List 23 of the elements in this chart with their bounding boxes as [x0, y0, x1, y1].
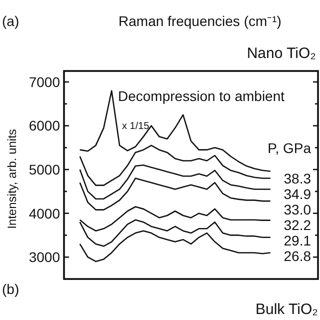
y-tick-label: 7000 [28, 74, 60, 90]
y-tick-label: 5000 [28, 162, 60, 178]
text: Raman frequencies (cm⁻¹) [118, 13, 282, 29]
line-series [79, 164, 272, 200]
text: Bulk TiO₂ [255, 301, 318, 318]
text: (a) [2, 13, 20, 29]
annotation: Decompression to ambient [118, 88, 285, 104]
line-series [79, 230, 272, 262]
chart-title: Nano TiO₂ [246, 45, 316, 62]
series-label: 26.8 [284, 248, 312, 264]
y-axis-title: Intensity, arb. units [5, 129, 19, 229]
legend-label: 32.2 [284, 216, 312, 233]
legend-label: 29.1 [284, 232, 312, 248]
y-tick-label: 6000 [28, 118, 60, 134]
legend-label: 38.3 [284, 170, 312, 186]
text: (b) [2, 281, 20, 297]
y-tick-label: 3000 [28, 249, 60, 266]
annotation: x 1/15 [122, 121, 150, 132]
y-tick-label: 4000 [28, 205, 60, 222]
legend-label: 33.0 [284, 201, 312, 218]
legend-title: P, GPa [268, 140, 312, 156]
line-series [79, 178, 272, 210]
series-label: 34.9 [284, 186, 312, 202]
